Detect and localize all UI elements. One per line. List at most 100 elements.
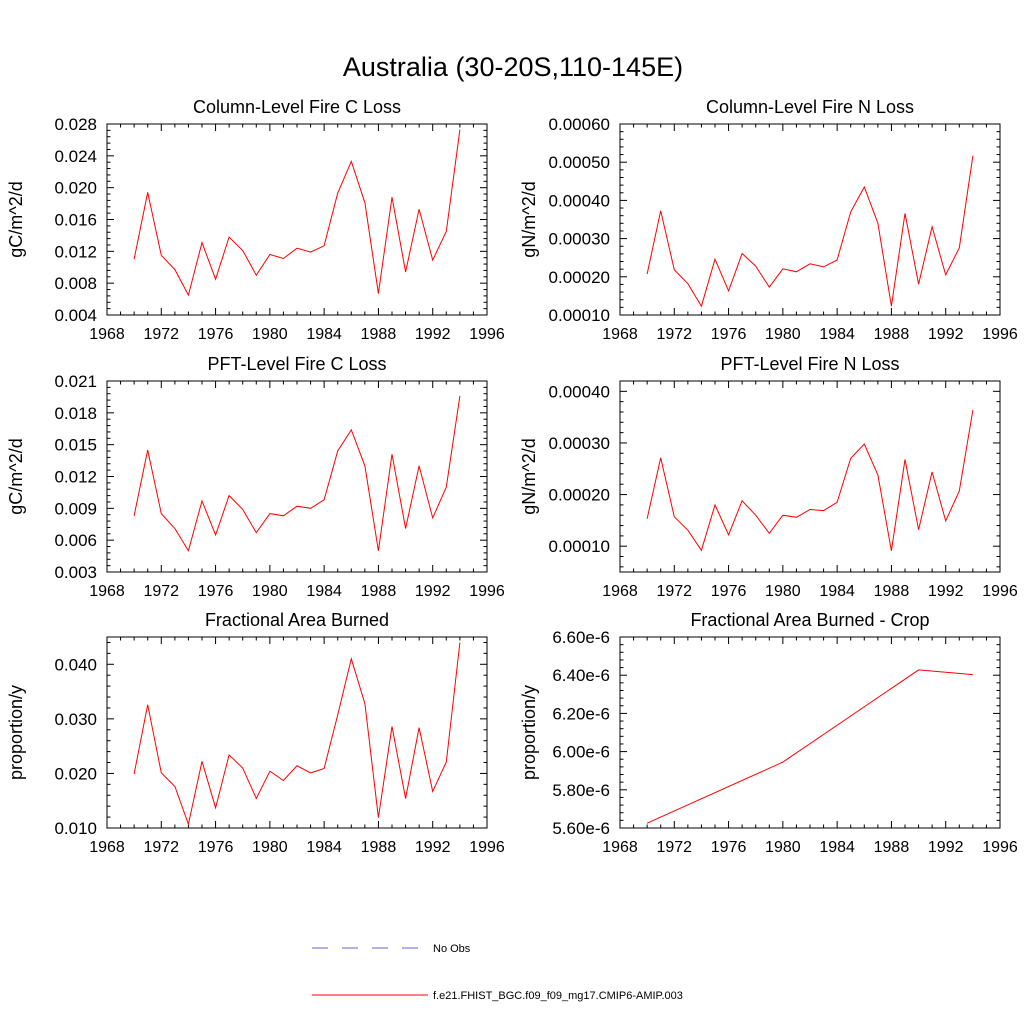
x-tick-label: 1996 (469, 583, 505, 600)
x-tick-label: 1980 (765, 839, 801, 856)
chart-title: PFT-Level Fire C Loss (207, 354, 386, 374)
x-tick-label: 1984 (819, 583, 855, 600)
y-tick-label: 0.009 (54, 499, 97, 518)
y-tick-label: 0.016 (54, 211, 97, 230)
x-tick-label: 1976 (198, 326, 234, 343)
y-tick-label: 0.00060 (549, 115, 610, 134)
series-line (133, 642, 461, 827)
chart-panel-3: 1968 1972 1976 1980 1984 1988 1992 1996 0.003 0.0… (6, 354, 505, 600)
x-tick-label: 1984 (819, 326, 855, 343)
x-tick-label: 1968 (89, 583, 125, 600)
x-tick-label: 1988 (874, 326, 910, 343)
chart-title: Fractional Area Burned (205, 610, 389, 630)
y-tick-label: 0.00030 (549, 230, 610, 249)
chart-title: Fractional Area Burned - Crop (690, 610, 929, 630)
x-tick-label: 1988 (874, 839, 910, 856)
y-tick-label: 0.008 (54, 274, 97, 293)
x-tick-label: 1984 (306, 583, 342, 600)
y-axis-label: gN/m^2/d (519, 438, 539, 514)
y-tick-label: 0.020 (54, 764, 97, 783)
y-tick-label: 0.006 (54, 531, 97, 550)
x-tick-label: 1996 (982, 839, 1018, 856)
chart-title: Column-Level Fire C Loss (193, 97, 401, 117)
y-tick-label: 0.00010 (549, 306, 610, 325)
x-tick-label: 1996 (469, 326, 505, 343)
x-tick-label: 1992 (928, 326, 964, 343)
x-tick-label: 1984 (306, 326, 342, 343)
y-tick-label: 0.00010 (549, 537, 610, 556)
x-tick-label: 1972 (656, 583, 692, 600)
y-tick-label: 0.018 (54, 404, 97, 423)
y-tick-label: 0.003 (54, 563, 97, 582)
x-tick-label: 1992 (928, 583, 964, 600)
y-tick-label: 0.00030 (549, 434, 610, 453)
y-axis-label: proportion/y (519, 685, 539, 780)
chart-panel-6: 1968 1972 1976 1980 1984 1988 1992 1996 5.60e-6 5… (519, 610, 1018, 856)
x-tick-label: 1992 (415, 326, 451, 343)
x-tick-label: 1976 (711, 326, 747, 343)
x-tick-label: 1992 (928, 839, 964, 856)
y-tick-label: 0.012 (54, 242, 97, 261)
legend-obs-label: No Obs (433, 943, 471, 955)
series-line (646, 669, 973, 824)
x-tick-label: 1980 (765, 326, 801, 343)
y-axis-label: gC/m^2/d (6, 181, 26, 257)
series-line (646, 409, 974, 552)
x-tick-label: 1988 (361, 839, 397, 856)
chart-title: Column-Level Fire N Loss (706, 97, 914, 117)
x-tick-label: 1996 (982, 326, 1018, 343)
y-tick-label: 0.028 (54, 115, 97, 134)
y-tick-label: 0.00040 (549, 382, 610, 401)
x-tick-label: 1992 (415, 839, 451, 856)
x-tick-label: 1972 (656, 839, 692, 856)
x-tick-label: 1996 (982, 583, 1018, 600)
series-line (133, 129, 461, 297)
x-tick-label: 1992 (415, 583, 451, 600)
x-tick-label: 1968 (602, 326, 638, 343)
x-tick-label: 1968 (89, 326, 125, 343)
x-tick-label: 1976 (711, 839, 747, 856)
y-axis-label: gN/m^2/d (519, 181, 539, 257)
x-tick-label: 1972 (143, 583, 179, 600)
x-tick-label: 1968 (89, 839, 125, 856)
y-tick-label: 0.010 (54, 819, 97, 838)
x-tick-label: 1972 (656, 326, 692, 343)
y-tick-label: 0.024 (54, 147, 97, 166)
y-tick-label: 0.00040 (549, 191, 610, 210)
x-tick-label: 1988 (361, 583, 397, 600)
x-tick-label: 1984 (306, 839, 342, 856)
y-tick-label: 0.00020 (549, 268, 610, 287)
legend-model-label: f.e21.FHIST_BGC.f09_f09_mg17.CMIP6-AMIP.… (433, 990, 683, 1002)
x-tick-label: 1976 (198, 583, 234, 600)
x-tick-label: 1980 (252, 583, 288, 600)
x-tick-label: 1988 (361, 326, 397, 343)
y-tick-label: 0.040 (54, 655, 97, 674)
chart-title: PFT-Level Fire N Loss (720, 354, 899, 374)
x-tick-label: 1984 (819, 839, 855, 856)
y-tick-label: 0.00020 (549, 486, 610, 505)
x-tick-label: 1996 (469, 839, 505, 856)
x-tick-label: 1972 (143, 839, 179, 856)
legend: No Obs f.e21.FHIST_BGC.f09_f09_mg17.CMIP… (312, 943, 683, 1002)
x-tick-label: 1980 (765, 583, 801, 600)
x-tick-label: 1976 (198, 839, 234, 856)
y-tick-label: 6.00e-6 (552, 743, 610, 762)
y-tick-label: 6.40e-6 (552, 666, 610, 685)
chart-panel-1: 1968 1972 1976 1980 1984 1988 1992 1996 0.004 0.0… (6, 97, 505, 343)
x-tick-label: 1976 (711, 583, 747, 600)
chart-panel-5: 1968 1972 1976 1980 1984 1988 1992 1996 0.010 0.0… (6, 610, 505, 856)
x-tick-label: 1980 (252, 326, 288, 343)
y-tick-label: 6.20e-6 (552, 704, 610, 723)
y-tick-label: 0.020 (54, 179, 97, 198)
y-tick-label: 5.80e-6 (552, 781, 610, 800)
y-tick-label: 5.60e-6 (552, 819, 610, 838)
y-axis-label: gC/m^2/d (6, 438, 26, 514)
y-tick-label: 0.012 (54, 468, 97, 487)
x-tick-label: 1988 (874, 583, 910, 600)
x-tick-label: 1980 (252, 839, 288, 856)
y-tick-label: 6.60e-6 (552, 628, 610, 647)
x-tick-label: 1972 (143, 326, 179, 343)
y-tick-label: 0.030 (54, 710, 97, 729)
